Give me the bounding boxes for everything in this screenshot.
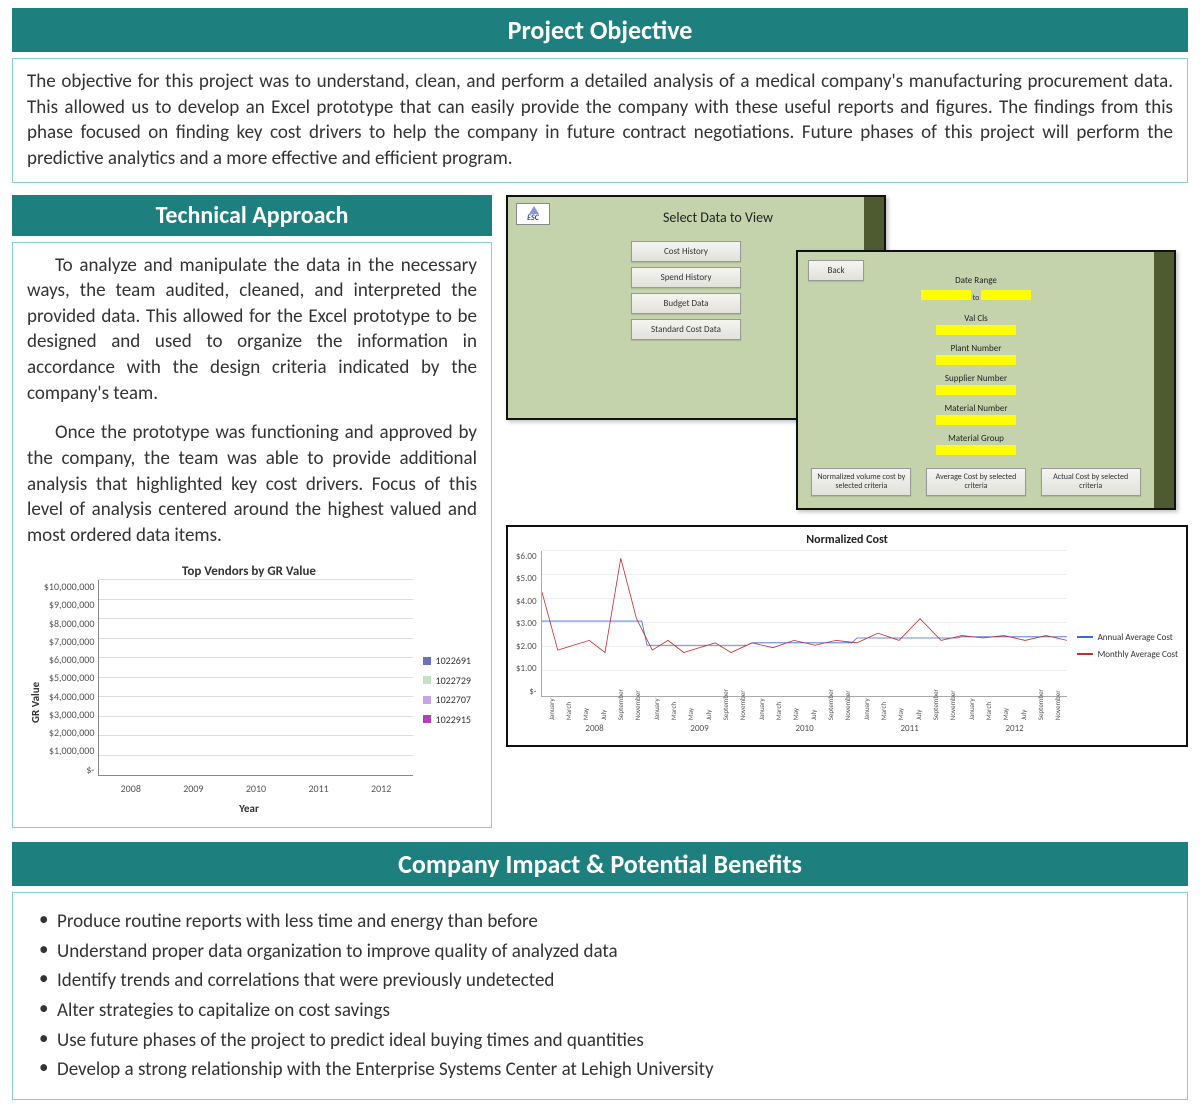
criteria-field: Val Cls	[936, 313, 1016, 335]
technical-box: To analyze and manipulate the data in th…	[12, 242, 492, 828]
bar-chart-title: Top Vendors by GR Value	[27, 563, 471, 581]
legend-item: 1022707	[423, 693, 471, 707]
legend-item: 1022915	[423, 713, 471, 727]
objective-text: The objective for this project was to un…	[12, 58, 1188, 183]
benefit-item: Understand proper data organization to i…	[35, 937, 1165, 967]
criteria-input[interactable]	[936, 355, 1016, 365]
data-view-button[interactable]: Budget Data	[631, 293, 741, 314]
line-legend: Annual Average Cost Monthly Average Cost	[1067, 551, 1178, 741]
criteria-field: Supplier Number	[936, 373, 1016, 395]
criteria-field: Material Number	[936, 403, 1016, 425]
line-plot-area: JanuaryMarchMayJulySeptemberNovember2008…	[541, 551, 1067, 697]
technical-header: Technical Approach	[12, 195, 492, 236]
app-screenshots: ESC Select Data to View Cost History Spen…	[506, 195, 1188, 515]
benefit-item: Use future phases of the project to pred…	[35, 1026, 1165, 1056]
data-view-button[interactable]: Spend History	[631, 267, 741, 288]
criteria-input[interactable]	[936, 325, 1016, 335]
bar-chart: Top Vendors by GR Value GR Value $10,000…	[27, 563, 477, 817]
benefits-box: Produce routine reports with less time a…	[12, 892, 1188, 1100]
technical-para2: Once the prototype was functioning and a…	[27, 420, 477, 548]
report-button[interactable]: Normalized volume cost by selected crite…	[811, 468, 911, 496]
bar-y-axis-label: GR Value	[27, 580, 44, 800]
report-button[interactable]: Average Cost by selected criteria	[926, 468, 1026, 496]
date-from-input[interactable]	[921, 290, 971, 300]
legend-item: 1022729	[423, 674, 471, 688]
criteria-field: Date Rangeto	[921, 275, 1032, 305]
benefits-header: Company Impact & Potential Benefits	[12, 842, 1188, 886]
benefit-item: Develop a strong relationship with the E…	[35, 1055, 1165, 1085]
report-button[interactable]: Actual Cost by selected criteria	[1041, 468, 1141, 496]
criteria-field: Material Group	[936, 433, 1016, 455]
bar-y-ticks: $10,000,000$9,000,000$8,000,000$7,000,00…	[44, 580, 99, 800]
legend-item: Annual Average Cost	[1077, 632, 1178, 643]
bar-plot-area: 20082009201020112012	[98, 580, 412, 776]
legend-item: Monthly Average Cost	[1077, 649, 1178, 660]
bar-legend: 1022691 1022729 1022707 1022915	[413, 580, 471, 800]
criteria-field: Plant Number	[936, 343, 1016, 365]
criteria-input[interactable]	[936, 445, 1016, 455]
benefit-item: Produce routine reports with less time a…	[35, 907, 1165, 937]
objective-header: Project Objective	[12, 8, 1188, 52]
criteria-input[interactable]	[936, 385, 1016, 395]
data-view-button[interactable]: Standard Cost Data	[631, 319, 741, 340]
line-chart: Normalized Cost $6.00$5.00$4.00$3.00$2.0…	[506, 525, 1188, 747]
technical-para1: To analyze and manipulate the data in th…	[27, 253, 477, 407]
criteria-input[interactable]	[936, 415, 1016, 425]
line-chart-title: Normalized Cost	[516, 533, 1178, 547]
app-win1-title: Select Data to View	[663, 209, 773, 226]
line-y-ticks: $6.00$5.00$4.00$3.00$2.00$1.00$-	[516, 551, 541, 741]
date-to-input[interactable]	[981, 290, 1031, 300]
app-window-criteria: Back Date RangetoVal ClsPlant NumberSupp…	[796, 250, 1176, 510]
esc-logo: ESC	[516, 203, 550, 225]
benefit-item: Identify trends and correlations that we…	[35, 966, 1165, 996]
data-view-button[interactable]: Cost History	[631, 241, 741, 262]
benefit-item: Alter strategies to capitalize on cost s…	[35, 996, 1165, 1026]
legend-item: 1022691	[423, 654, 471, 668]
bar-x-axis-label: Year	[27, 802, 471, 817]
